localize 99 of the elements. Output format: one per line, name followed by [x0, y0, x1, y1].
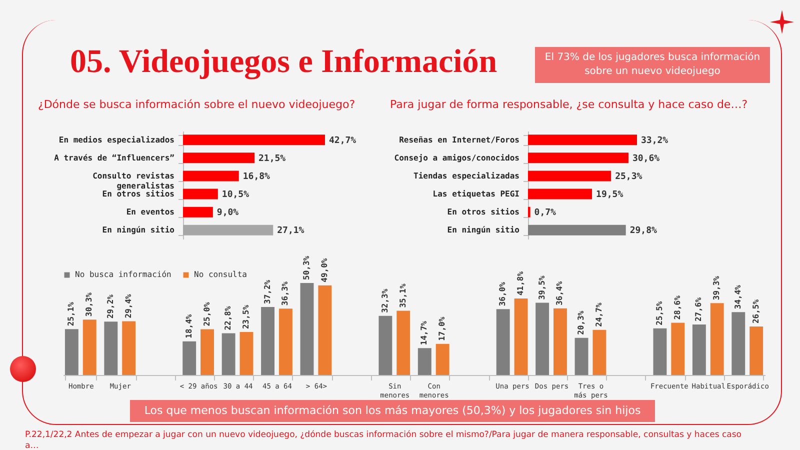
data-label: 10,5%	[222, 190, 250, 200]
data-label: 25,5%	[654, 301, 664, 326]
bar	[64, 329, 78, 375]
y-tick-label: En ningún sitio	[447, 226, 520, 235]
bar	[278, 308, 292, 375]
chart-title: Para jugar de forma responsable, ¿se consulta y hace caso de…?	[390, 98, 748, 111]
data-label: 35,1%	[398, 284, 408, 308]
bar	[378, 316, 392, 375]
bar	[182, 341, 196, 375]
bar	[710, 303, 724, 375]
bar	[436, 344, 450, 375]
data-label: 25,1%	[66, 302, 76, 326]
data-label: 16,8%	[242, 172, 271, 182]
y-tick-label: Reseñas en Internet/Foros	[399, 135, 520, 144]
y-tick-label: Tiendas especializadas	[414, 171, 520, 180]
data-label: 26,5%	[751, 299, 760, 324]
chart-title: 05. Videojuegos e Información	[70, 44, 498, 81]
bar	[671, 322, 685, 375]
data-label: 41,8%	[516, 271, 526, 296]
data-label: 32,3%	[380, 288, 390, 313]
data-label: 30,6%	[632, 154, 660, 164]
data-label: 19,5%	[596, 190, 624, 200]
data-label: 14,7%	[420, 320, 429, 346]
data-label: 17,0%	[438, 316, 447, 341]
y-tick-label: En ningún sitio	[102, 226, 175, 235]
data-label: 0,7%	[534, 208, 557, 218]
y-tick-label: A través de “Influencers”	[54, 153, 175, 162]
bar	[82, 320, 96, 375]
data-label: 20,3%	[576, 310, 586, 335]
text: P.22,1/22,2 Antes de empezar a jugar con un nuevo videojuego, ¿dónde buscas información sobre el mismo?/Para jugar de manera responsable, consultas y haces caso a…	[25, 430, 743, 450]
y-tick-label: En eventos	[126, 208, 175, 217]
data-label: 27,1%	[277, 226, 305, 236]
data-label: 49,0%	[320, 258, 329, 282]
text: El 73% de los jugadores busca información sobre un nuevo videojuego	[535, 47, 770, 83]
data-label: 30,3%	[84, 292, 94, 317]
legend-label: No consulta	[194, 270, 248, 279]
chart-subtitle: ¿Dónde se busca información sobre el nuevo videojuego?	[38, 98, 356, 111]
bar	[750, 326, 764, 375]
data-label: 29,2%	[106, 294, 115, 319]
data-label: 29,8%	[630, 226, 658, 236]
data-label: 27,6%	[694, 297, 704, 322]
bar	[574, 338, 588, 375]
bar	[183, 134, 325, 146]
data-label: 34,4%	[733, 284, 742, 310]
bar	[528, 134, 637, 146]
data-label: 39,5%	[537, 275, 546, 300]
bar	[592, 330, 606, 375]
data-label: 21,5%	[258, 154, 286, 164]
y-tick-label: Consejo a amigos/conocidos	[394, 153, 520, 162]
data-label: 36,4%	[555, 281, 564, 306]
bar	[200, 329, 214, 375]
bar	[528, 170, 612, 182]
bar	[183, 152, 254, 164]
bar	[496, 309, 510, 375]
text: Los que menos buscan información son los más mayores (50,3%) y los jugadores sin hijos	[130, 400, 655, 422]
data-label: 37,2%	[262, 280, 272, 304]
data-label: 39,3%	[712, 276, 722, 300]
data-label: 50,3%	[302, 256, 311, 280]
y-tick-label: Consulto revistas generalistas	[92, 171, 175, 190]
data-label: 29,4%	[124, 294, 133, 318]
bar	[122, 321, 136, 375]
y-tick-label: En otros sitios	[102, 190, 175, 199]
bar	[240, 332, 254, 375]
bar	[183, 206, 213, 218]
data-label: 25,0%	[202, 302, 212, 326]
data-label: 24,7%	[594, 302, 604, 327]
bar	[396, 310, 410, 375]
bar	[514, 298, 528, 375]
bar	[653, 328, 667, 375]
y-tick-label: En otros sitios	[447, 208, 520, 217]
data-label: 22,8%	[224, 306, 233, 330]
data-label: 42,7%	[329, 136, 357, 146]
bar	[528, 188, 592, 200]
bar	[528, 152, 628, 164]
bar	[418, 348, 432, 375]
y-tick-label: En medios especializados	[58, 135, 175, 144]
bar	[183, 224, 274, 236]
bar	[183, 188, 218, 200]
bar	[104, 322, 118, 375]
data-label: 36,0%	[498, 282, 508, 306]
bar	[554, 308, 567, 375]
bar	[222, 333, 236, 375]
data-label: 28,6%	[672, 295, 682, 320]
bar	[183, 170, 239, 182]
data-label: 9,0%	[216, 208, 240, 218]
data-label: 23,5%	[241, 304, 250, 330]
bar	[732, 312, 746, 375]
data-label: 18,4%	[184, 314, 194, 338]
bar	[536, 302, 550, 375]
legend-label: No busca información	[75, 270, 172, 279]
data-label: 25,3%	[615, 172, 643, 182]
data-label: 33,2%	[641, 136, 669, 146]
y-tick-label: Las etiquetas PEGI	[432, 190, 520, 199]
bar	[528, 224, 626, 236]
bar	[692, 324, 706, 375]
bar	[318, 285, 332, 375]
bar	[300, 283, 314, 375]
bar	[261, 306, 274, 375]
data-label: 36,3%	[280, 281, 290, 306]
